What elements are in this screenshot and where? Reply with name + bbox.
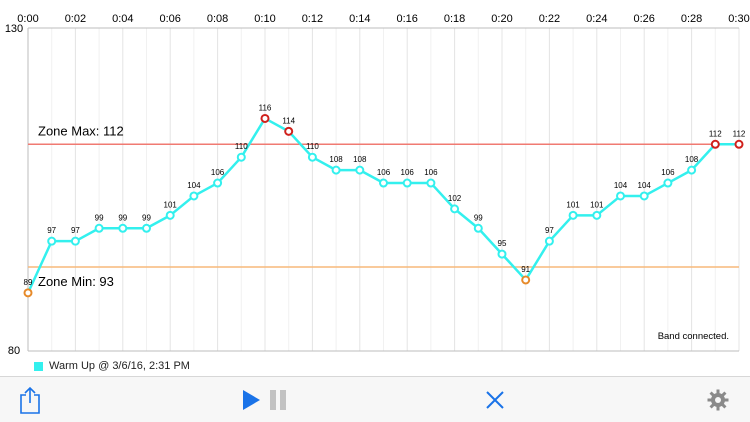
data-point — [544, 236, 554, 246]
data-label: 104 — [187, 181, 201, 190]
close-button[interactable] — [484, 385, 506, 415]
data-point — [426, 178, 436, 188]
data-label: 97 — [545, 226, 554, 235]
pause-icon — [270, 390, 286, 410]
data-label: 106 — [211, 168, 225, 177]
data-label: 114 — [282, 116, 295, 125]
data-label: 99 — [118, 213, 127, 222]
data-label: 91 — [521, 265, 530, 274]
data-label: 112 — [709, 129, 722, 138]
close-icon — [486, 391, 504, 409]
data-label: 106 — [377, 168, 391, 177]
data-label: 108 — [329, 155, 343, 164]
data-point — [118, 223, 128, 233]
data-point — [568, 210, 578, 220]
data-point — [23, 288, 33, 298]
legend-swatch — [34, 361, 43, 371]
legend-label: Warm Up @ 3/6/16, 2:31 PM — [49, 360, 190, 372]
data-label: 104 — [614, 181, 628, 190]
x-tick-label: 0:08 — [207, 13, 228, 25]
data-point — [734, 139, 744, 149]
data-label: 104 — [638, 181, 652, 190]
data-label: 106 — [424, 168, 438, 177]
data-point — [379, 178, 388, 188]
data-label: 101 — [164, 200, 178, 209]
y-tick-label: 80 — [8, 345, 20, 356]
data-point — [70, 236, 80, 246]
data-label: 116 — [259, 103, 272, 112]
data-point — [307, 152, 317, 162]
play-button[interactable] — [240, 385, 262, 415]
data-point — [165, 210, 175, 220]
data-point — [450, 204, 460, 214]
zone-label: Zone Max: 112 — [38, 123, 124, 138]
band-status-text: Band connected. — [658, 331, 729, 342]
x-tick-label: 0:20 — [491, 13, 512, 25]
x-tick-label: 0:16 — [396, 13, 417, 25]
x-tick-label: 0:26 — [633, 13, 654, 25]
x-tick-label: 0:02 — [65, 13, 86, 25]
x-tick-label: 0:00 — [17, 13, 38, 25]
x-tick-label: 0:18 — [444, 13, 465, 25]
data-label: 110 — [306, 142, 319, 151]
data-point — [521, 275, 531, 285]
data-label: 102 — [448, 194, 462, 203]
data-label: 101 — [566, 200, 580, 209]
data-point — [189, 191, 199, 201]
data-label: 99 — [142, 213, 151, 222]
x-tick-label: 0:30 — [728, 13, 749, 25]
data-label: 97 — [47, 226, 56, 235]
share-button[interactable] — [16, 385, 44, 415]
data-label: 99 — [474, 213, 483, 222]
gear-icon — [707, 389, 729, 411]
x-tick-label: 0:24 — [586, 13, 607, 25]
data-label: 108 — [353, 155, 367, 164]
data-point — [687, 165, 697, 175]
data-point — [47, 236, 57, 246]
settings-button[interactable] — [706, 385, 730, 415]
data-point — [213, 178, 223, 188]
data-label: 110 — [235, 142, 248, 151]
data-point — [592, 210, 602, 220]
data-point — [710, 139, 720, 149]
data-label: 101 — [590, 200, 604, 209]
data-point — [260, 113, 270, 123]
data-point — [663, 178, 673, 188]
data-point — [473, 223, 483, 233]
data-label: 97 — [71, 226, 80, 235]
data-point — [639, 191, 649, 201]
data-label: 106 — [401, 168, 415, 177]
data-point — [142, 223, 151, 233]
y-tick-label: 130 — [5, 23, 23, 35]
data-point — [616, 191, 625, 201]
bottom-toolbar — [0, 376, 750, 422]
chart-legend: Warm Up @ 3/6/16, 2:31 PM — [34, 358, 190, 374]
data-point — [355, 165, 365, 175]
data-label: 108 — [685, 155, 699, 164]
data-point — [497, 249, 507, 259]
data-point — [331, 165, 341, 175]
data-point — [402, 178, 412, 188]
data-point — [236, 152, 246, 162]
data-point — [94, 223, 104, 233]
x-tick-label: 0:10 — [254, 13, 275, 25]
x-tick-label: 0:12 — [302, 13, 323, 25]
data-label: 106 — [661, 168, 675, 177]
x-tick-label: 0:28 — [681, 13, 702, 25]
data-point — [284, 126, 294, 136]
data-label: 99 — [95, 213, 104, 222]
zone-label: Zone Min: 93 — [38, 274, 114, 289]
x-tick-label: 0:14 — [349, 13, 370, 25]
share-icon — [20, 386, 40, 414]
data-label: 89 — [24, 278, 33, 287]
pause-button[interactable] — [268, 385, 288, 415]
data-label: 112 — [733, 129, 746, 138]
x-tick-label: 0:22 — [539, 13, 560, 25]
play-icon — [243, 390, 260, 410]
x-tick-label: 0:06 — [159, 13, 180, 25]
x-tick-label: 0:04 — [112, 13, 133, 25]
heart-rate-chart: 0:00 0:02 0:04 0:06 0:08 0:10 0:12 0:14 0:16 0:18… — [5, 13, 750, 356]
data-label: 95 — [498, 239, 507, 248]
